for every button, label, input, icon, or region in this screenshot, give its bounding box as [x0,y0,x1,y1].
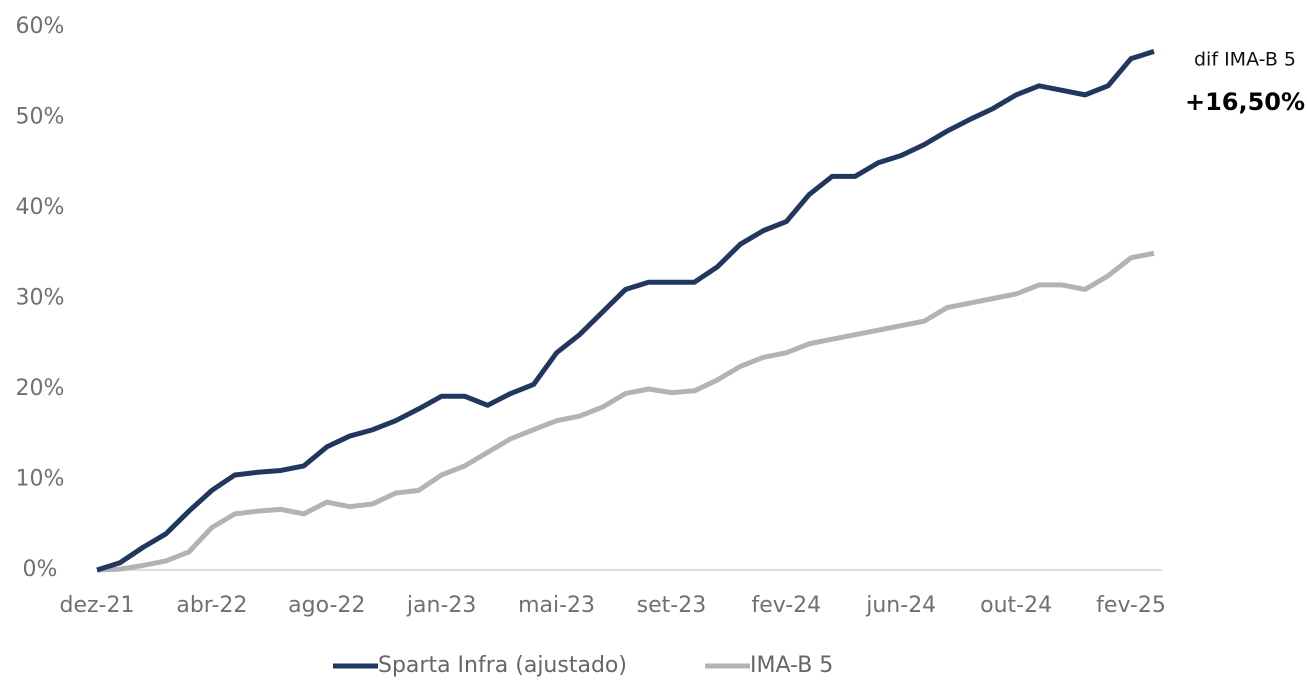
x-tick-label: ago-22 [288,593,365,618]
x-tick-label: mai-23 [518,593,595,618]
x-tick-label: fev-25 [1096,593,1166,618]
y-tick-label: 20% [16,376,65,401]
x-tick-label: fev-24 [752,593,822,618]
x-tick-label: set-23 [637,593,707,618]
x-tick-label: abr-22 [176,593,247,618]
y-tick-label: 30% [16,286,65,311]
annotation: dif IMA-B 5 [1194,49,1296,71]
x-tick-label: dez-21 [60,593,135,618]
legend-label: IMA-B 5 [750,653,833,677]
y-tick-label: 10% [16,467,65,492]
annotation: +16,50% [1185,88,1305,116]
y-tick-label: 60% [16,14,65,39]
series-line [96,49,1155,573]
x-tick-label: jan-23 [406,593,476,618]
y-tick-label: 40% [16,195,65,220]
legend-label: Sparta Infra (ajustado) [378,653,627,677]
y-tick-label: 0% [23,557,58,582]
x-tick-label: out-24 [980,593,1052,618]
series-line [96,250,1155,573]
x-tick-label: jun-24 [865,593,936,618]
y-tick-label: 50% [16,105,65,130]
